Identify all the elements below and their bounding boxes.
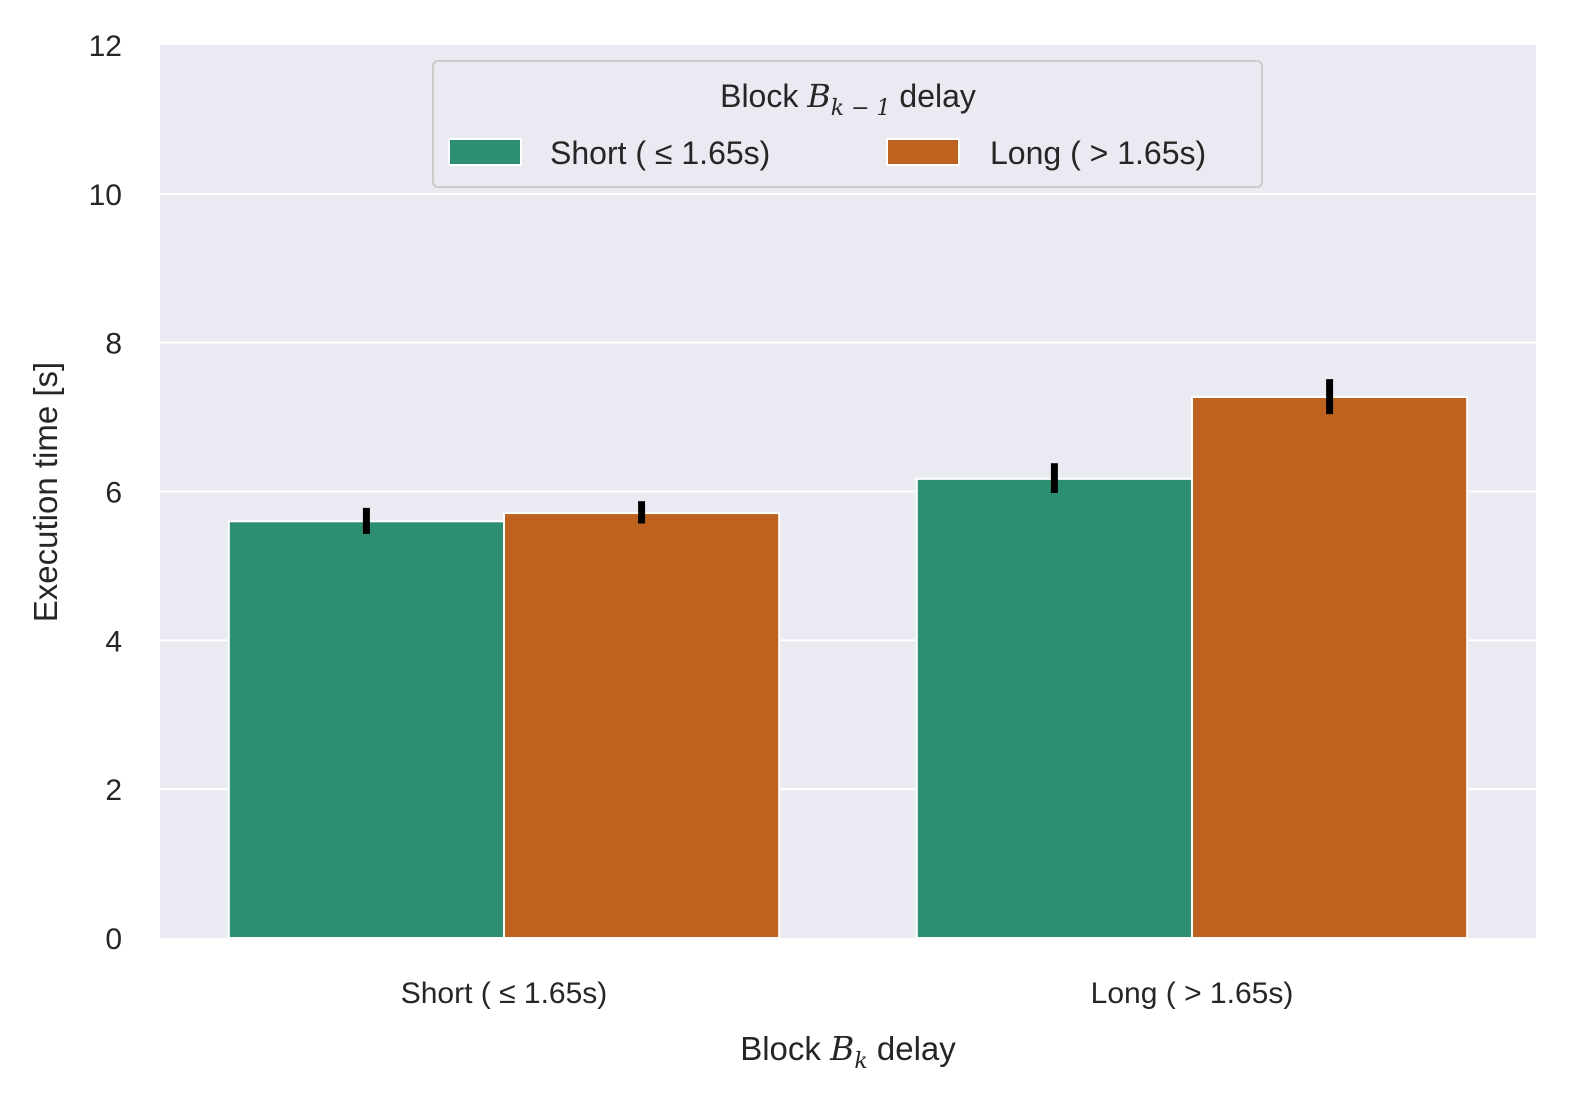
x-tick-labels: Short ( ≤ 1.65s) Long ( > 1.65s) [401, 977, 1294, 1010]
legend-label-short: Short ( ≤ 1.65s) [550, 135, 770, 171]
y-tick-label: 12 [89, 30, 122, 63]
x-tick-label: Long ( > 1.65s) [1091, 977, 1294, 1010]
y-tick-label: 4 [105, 625, 122, 658]
legend-label-long: Long ( > 1.65s) [990, 135, 1206, 171]
y-tick-label: 8 [105, 328, 122, 361]
y-tick-label: 0 [105, 923, 122, 956]
y-tick-label: 2 [105, 774, 122, 807]
bar [1191, 395, 1469, 939]
y-tick-labels: 0 2 4 6 8 10 12 [89, 30, 122, 956]
legend-swatch-long [886, 138, 960, 166]
bar [227, 520, 506, 939]
bar [503, 512, 781, 939]
bar [915, 477, 1193, 939]
legend: Block Bk − 1 delay Short ( ≤ 1.65s) Long… [432, 60, 1263, 188]
y-axis-label: Execution time [s] [27, 362, 64, 622]
x-axis-label: Block Bk delay [740, 1029, 956, 1074]
legend-frame [432, 60, 1263, 188]
legend-title: Block Bk − 1 delay [720, 77, 976, 121]
y-tick-label: 10 [89, 179, 122, 212]
bars [227, 395, 1469, 939]
y-tick-label: 6 [105, 477, 122, 510]
legend-swatch-short [448, 138, 522, 166]
error-bars [362, 379, 1334, 534]
x-tick-label: Short ( ≤ 1.65s) [401, 977, 608, 1010]
